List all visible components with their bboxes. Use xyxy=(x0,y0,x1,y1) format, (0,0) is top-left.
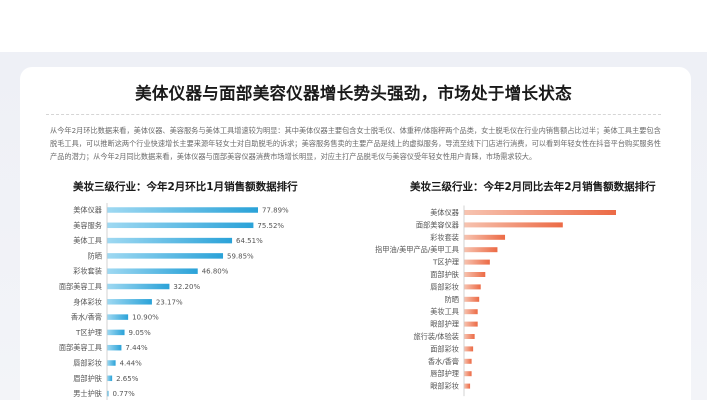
bar xyxy=(464,334,475,339)
value-label: 4.44% xyxy=(120,360,143,368)
category-label: 唇部彩妆 xyxy=(430,282,459,291)
category-label: 唇部彩妆 xyxy=(73,359,102,368)
bar xyxy=(464,309,478,315)
page-title: 美体仪器与面部美容仪器增长势头强劲，市场处于增长状态 xyxy=(135,84,572,103)
content-card xyxy=(20,67,691,400)
bar xyxy=(107,314,129,320)
value-label: 32.20% xyxy=(173,283,200,291)
category-label: 眼部彩妆 xyxy=(430,382,459,391)
bar xyxy=(464,321,478,327)
bar xyxy=(464,259,490,265)
bar xyxy=(464,346,474,352)
category-label: 彩妆套装 xyxy=(430,233,459,242)
bar xyxy=(107,253,224,259)
category-label: 指甲油/美甲产品/美甲工具 xyxy=(375,245,459,254)
value-label: 23.17% xyxy=(156,298,183,306)
bar xyxy=(464,371,472,377)
description-text: 从今年2月环比数据来看，美体仪器、美容服务与美体工具增速较为明显：其中美体仪器主… xyxy=(50,126,661,162)
category-label: 旅行装/体验装 xyxy=(413,332,459,341)
value-label: 46.80% xyxy=(202,268,229,276)
category-label: 面部护肤 xyxy=(430,270,459,279)
bar xyxy=(107,360,116,366)
category-label: 美容服务 xyxy=(73,221,102,230)
value-label: 7.44% xyxy=(125,344,148,352)
value-label: 75.52% xyxy=(257,222,284,230)
category-label: 美妆工具 xyxy=(430,307,459,316)
bar xyxy=(107,222,254,229)
category-label: 美体工具 xyxy=(73,236,102,245)
bar xyxy=(464,222,563,228)
category-label: 眉部护肤 xyxy=(73,374,102,383)
category-label: 美体仪器 xyxy=(73,206,102,215)
bar xyxy=(464,296,480,302)
left-chart-title: 美妆三级行业：今年2月环比1月销售额数据排行 xyxy=(73,181,298,193)
category-label: 面部美容工具 xyxy=(59,282,102,291)
category-label: 彩妆套装 xyxy=(73,267,102,276)
bar xyxy=(107,344,122,351)
bar xyxy=(107,390,109,397)
category-label: 香水/香膏 xyxy=(71,313,102,322)
value-label: 59.85% xyxy=(227,252,254,260)
value-label: 2.65% xyxy=(116,375,139,383)
category-label: 面部美容仪器 xyxy=(416,220,459,229)
right-chart-title: 美妆三级行业：今年2月同比去年2月销售额数据排行 xyxy=(410,181,656,193)
bar xyxy=(107,207,258,213)
bar xyxy=(464,272,486,277)
bar xyxy=(107,375,113,382)
bar xyxy=(464,247,498,253)
bar xyxy=(464,383,471,389)
category-label: 防晒 xyxy=(88,251,102,260)
category-label: T区护理 xyxy=(432,258,459,267)
value-label: 77.89% xyxy=(262,207,289,215)
divider xyxy=(46,114,661,115)
top-band xyxy=(0,0,707,52)
category-label: T区护理 xyxy=(75,328,102,337)
category-label: 面部彩妆 xyxy=(430,344,459,353)
value-label: 0.77% xyxy=(113,390,136,398)
bar xyxy=(464,234,506,240)
category-label: 身体彩妆 xyxy=(73,297,102,306)
category-label: 面部美容工具 xyxy=(59,343,102,352)
bar xyxy=(107,268,198,274)
value-label: 10.90% xyxy=(132,314,159,322)
category-label: 香水/香膏 xyxy=(428,357,459,366)
bar xyxy=(464,358,472,364)
bar xyxy=(464,210,616,215)
bar xyxy=(107,237,233,244)
bar xyxy=(107,329,125,336)
value-label: 64.51% xyxy=(236,237,263,245)
value-label: 9.05% xyxy=(129,329,152,337)
bar xyxy=(107,299,152,305)
category-label: 唇部护理 xyxy=(430,369,459,378)
bar xyxy=(107,283,170,290)
mom-bar-chart: 美体仪器 77.89% 美容服务 75.52% 美体工具 64.51% 防晒 59.85% 彩妆… xyxy=(59,203,289,400)
category-label: 眼部护理 xyxy=(430,320,459,329)
category-label: 美体仪器 xyxy=(430,208,459,217)
category-label: 男士护肤 xyxy=(73,389,102,398)
category-label: 防晒 xyxy=(445,295,459,304)
bar xyxy=(464,284,481,290)
